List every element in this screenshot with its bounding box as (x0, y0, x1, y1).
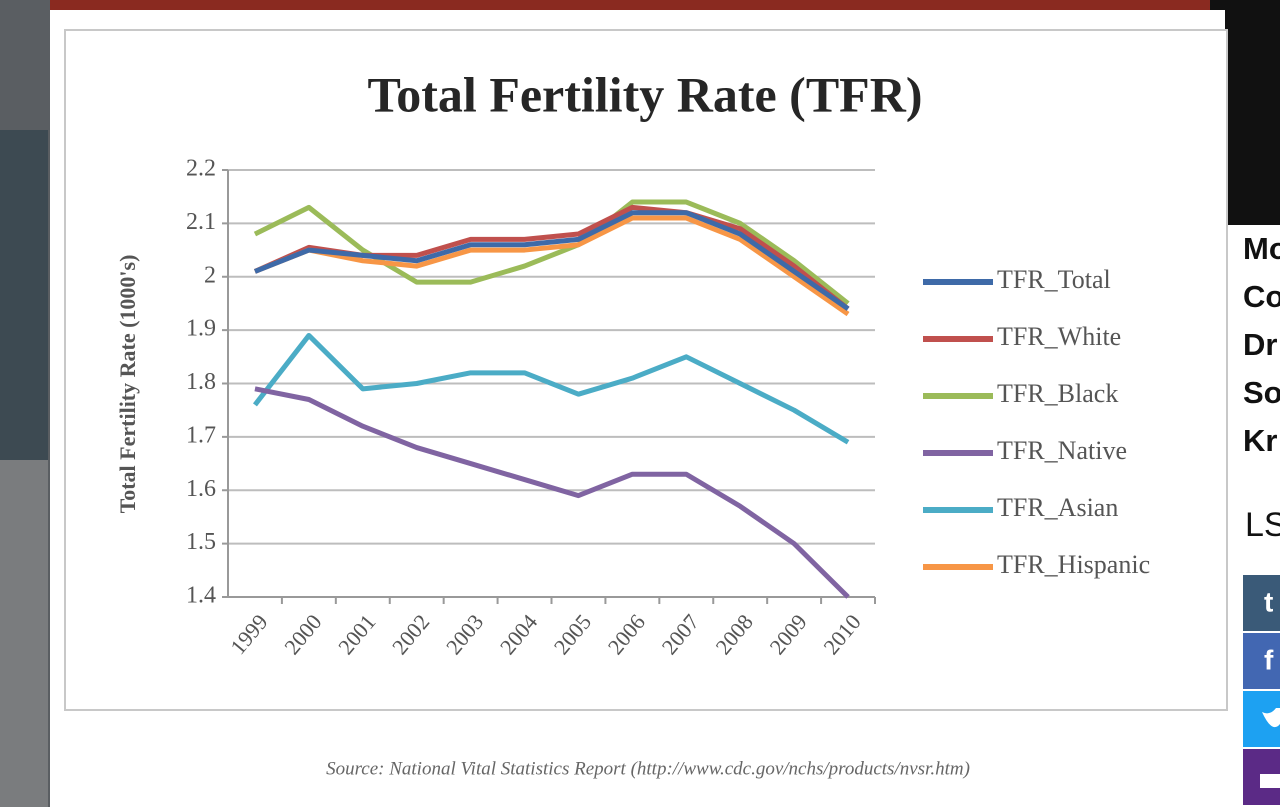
legend-label: TFR_Total (997, 265, 1111, 294)
series-line (252, 332, 850, 445)
legend-label: TFR_Hispanic (997, 550, 1150, 579)
legend-label: TFR_Asian (997, 493, 1118, 522)
sidebar-heading: Co (1243, 279, 1280, 314)
y-tick-label: 2.2 (186, 156, 216, 182)
sidebar-heading: Mo (1243, 231, 1280, 266)
y-tick-label: 1.7 (186, 422, 216, 448)
y-tick-label: 2.1 (186, 209, 216, 235)
chart-title: Total Fertility Rate (TFR) (368, 66, 923, 122)
y-tick-label: 2 (204, 262, 216, 288)
chart-frame (64, 29, 1228, 711)
sidebar-heading: Kr (1243, 423, 1277, 458)
sidebar-content: Mo Co Dr So Kr LS tf (1243, 231, 1280, 805)
series-line (253, 199, 850, 306)
legend-label: TFR_Native (997, 436, 1127, 465)
background-photo (0, 130, 48, 460)
source-note: Source: National Vital Statistics Report… (326, 758, 970, 779)
y-tick-label: 1.9 (186, 316, 216, 342)
sidebar-heading: Dr (1243, 327, 1277, 362)
share-button[interactable] (1243, 575, 1280, 631)
share-label[interactable]: f (1264, 644, 1274, 675)
twitter-icon (1262, 708, 1280, 728)
y-tick-label: 1.8 (186, 369, 216, 395)
y-tick-label: 1.5 (186, 529, 216, 555)
share-label[interactable]: t (1264, 586, 1273, 617)
background-photo (0, 460, 48, 807)
legend-label: TFR_White (997, 322, 1121, 351)
sidebar-heading: So (1243, 375, 1280, 410)
series-line (254, 210, 850, 311)
mail-icon (1260, 774, 1280, 788)
series-line (254, 215, 850, 317)
y-tick-label: 1.6 (186, 476, 216, 502)
y-tick-label: 1.4 (186, 583, 216, 609)
sidebar-label: LS (1245, 506, 1280, 544)
legend-label: TFR_Black (997, 379, 1118, 408)
share-button[interactable] (1243, 633, 1280, 689)
y-axis-label: Total Fertility Rate (1000's) (115, 255, 140, 514)
series-line (254, 386, 850, 599)
background-photo (50, 0, 1210, 10)
